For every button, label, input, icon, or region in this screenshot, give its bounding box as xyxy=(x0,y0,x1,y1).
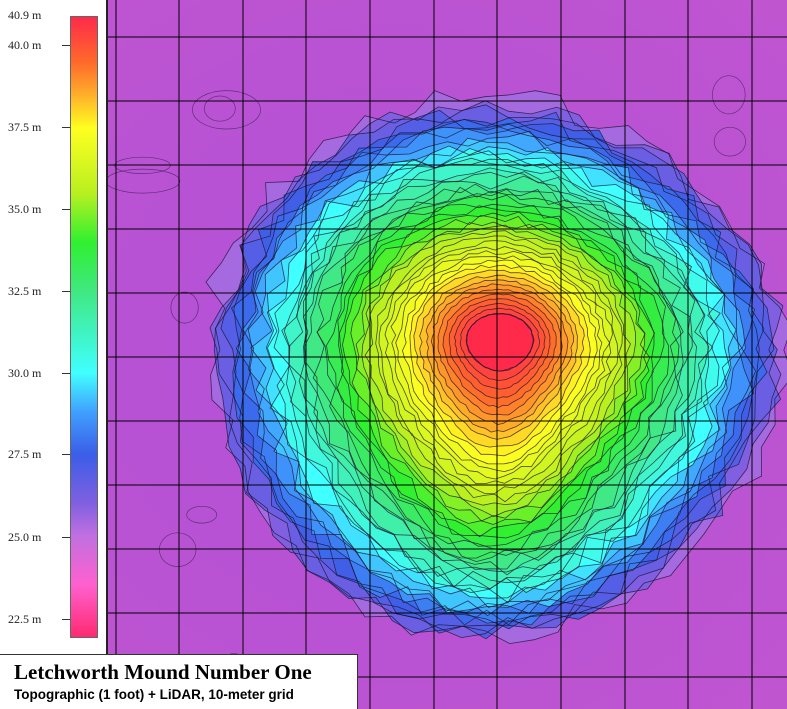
contour-line xyxy=(409,264,591,457)
ten-meter-grid xyxy=(108,0,787,709)
contour-line xyxy=(273,148,720,604)
elevation-legend: 40.9 m 40.0 m 37.5 m 35.0 m 32.5 m 30.0 … xyxy=(0,0,108,654)
contour-line xyxy=(336,203,665,547)
map-title: Letchworth Mound Number One xyxy=(14,660,312,684)
contour-line xyxy=(453,303,546,390)
legend-label-40: 40.0 m xyxy=(8,38,42,52)
contour-line xyxy=(283,158,721,594)
legend-tick xyxy=(62,291,70,292)
contour-line xyxy=(326,194,670,552)
map-subtitle: Topographic (1 foot) + LiDAR, 10-meter g… xyxy=(14,687,294,702)
contour-line xyxy=(413,269,585,448)
legend-label-37-5: 37.5 m xyxy=(8,120,42,134)
contour-line xyxy=(378,240,619,494)
contour-line xyxy=(312,186,684,559)
legend-max-label: 40.9 m xyxy=(8,8,42,22)
contour-line xyxy=(425,279,575,433)
ground-contour xyxy=(159,532,197,567)
contour-line xyxy=(265,150,731,599)
ground-contour xyxy=(170,291,199,324)
legend-tick xyxy=(62,454,70,455)
elevation-layers xyxy=(206,90,787,644)
ground-contour xyxy=(713,126,746,157)
contour-line xyxy=(288,167,710,590)
legend-label-32-5: 32.5 m xyxy=(8,284,42,298)
contour-line xyxy=(395,255,603,473)
contour-line xyxy=(466,313,534,372)
elevation-color-bar xyxy=(70,16,98,638)
contour-line xyxy=(220,109,775,640)
legend-tick xyxy=(62,537,70,538)
contour-line xyxy=(419,274,578,440)
contour-line xyxy=(205,90,787,645)
ground-contour xyxy=(203,95,236,122)
contour-line xyxy=(364,230,631,506)
contour-line xyxy=(304,183,684,570)
legend-label-30: 30.0 m xyxy=(8,366,42,380)
ground-contour xyxy=(192,90,261,130)
map-title-box: Letchworth Mound Number One Topographic … xyxy=(0,654,358,709)
ground-contour xyxy=(186,505,218,524)
contour-line xyxy=(442,293,557,408)
legend-label-35: 35.0 m xyxy=(8,202,42,216)
contour-line xyxy=(247,130,746,617)
contour-line xyxy=(384,246,613,485)
legend-label-25: 25.0 m xyxy=(8,530,42,544)
contour-line xyxy=(350,214,651,525)
legend-tick xyxy=(62,127,70,128)
legend-tick xyxy=(62,45,70,46)
contour-line xyxy=(375,235,623,503)
contour-line xyxy=(390,250,611,480)
contour-line xyxy=(303,175,693,576)
legend-tick xyxy=(62,209,70,210)
contour-line xyxy=(448,298,551,399)
legend-label-22-5: 22.5 m xyxy=(8,612,42,626)
contour-line xyxy=(265,145,737,608)
legend-tick xyxy=(62,373,70,374)
contour-line xyxy=(339,205,655,539)
contour-line xyxy=(235,123,757,626)
contour-line xyxy=(316,188,680,563)
legend-tick xyxy=(62,619,70,620)
contour-line xyxy=(402,259,598,465)
contour-line xyxy=(459,307,541,381)
contour-line xyxy=(437,288,563,416)
contour-line xyxy=(342,211,655,538)
contour-line xyxy=(250,137,743,614)
ground-contour xyxy=(712,75,746,115)
contour-line xyxy=(361,224,637,517)
legend-label-27-5: 27.5 m xyxy=(8,447,42,461)
contour-line xyxy=(430,283,569,426)
